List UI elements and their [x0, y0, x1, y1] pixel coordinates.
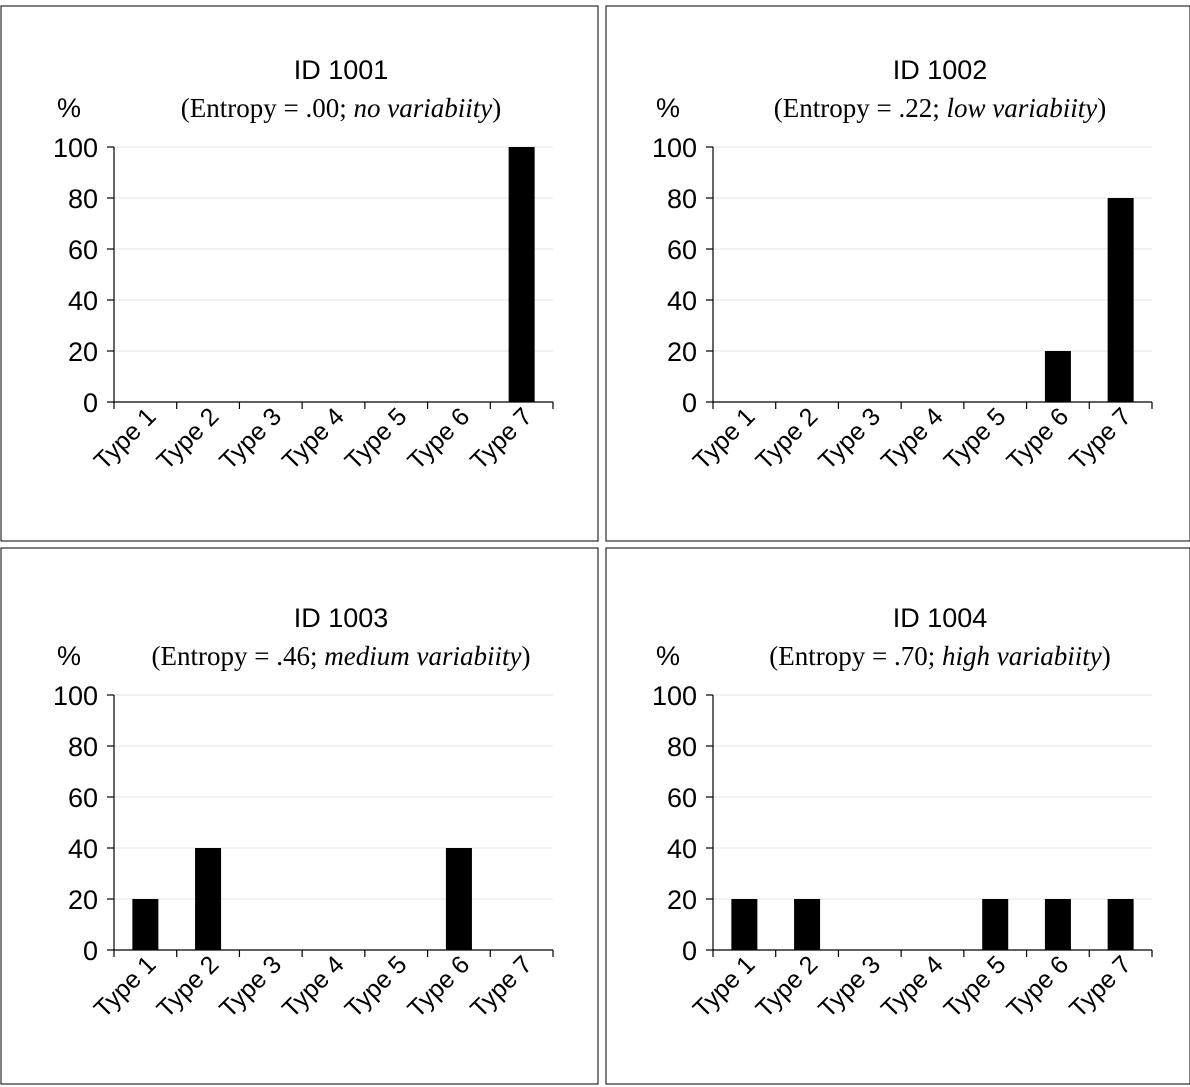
panel-border: [605, 5, 1190, 542]
y-tick-label: 100: [652, 681, 697, 711]
x-tick-label: Type 1: [688, 950, 761, 1023]
y-tick-label: 80: [68, 732, 98, 762]
x-tick-label: Type 5: [939, 950, 1012, 1023]
chart-panel-4: ID 1004 (Entropy = .70; high variabiity)%…: [605, 547, 1190, 1085]
y-tick-label: 40: [68, 834, 98, 864]
x-tick-label: Type 5: [939, 402, 1012, 475]
x-tick-label: Type 6: [1001, 950, 1074, 1023]
panel-border: [605, 547, 1190, 1085]
y-tick-label: 0: [83, 936, 98, 966]
y-axis-label: %: [57, 641, 81, 671]
x-tick-label: Type 5: [340, 950, 413, 1023]
x-tick-label: Type 6: [1001, 402, 1074, 475]
y-tick-label: 0: [682, 936, 697, 966]
panel-border: [0, 5, 599, 542]
bar-type-1: [132, 899, 159, 950]
x-tick-label: Type 3: [214, 402, 287, 475]
y-axis-label: %: [656, 641, 680, 671]
x-tick-label: Type 6: [402, 402, 475, 475]
x-tick-label: Type 1: [89, 950, 162, 1023]
y-tick-label: 100: [652, 133, 697, 163]
y-tick-label: 100: [53, 681, 98, 711]
x-tick-label: Type 2: [750, 950, 823, 1023]
y-tick-label: 80: [667, 184, 697, 214]
bar-type-5: [982, 899, 1009, 950]
x-tick-label: Type 7: [1064, 950, 1137, 1023]
chart-title: ID 1003: [294, 603, 389, 633]
x-tick-label: Type 2: [750, 402, 823, 475]
x-tick-label: Type 7: [1064, 402, 1137, 475]
chart-title: ID 1004: [893, 603, 988, 633]
bar-type-7: [1107, 198, 1134, 402]
chart-title: ID 1001: [294, 55, 389, 85]
x-tick-label: Type 3: [813, 402, 886, 475]
y-tick-label: 40: [667, 834, 697, 864]
bar-type-7: [1107, 899, 1134, 950]
bar-type-6: [445, 848, 472, 950]
x-tick-label: Type 7: [465, 402, 538, 475]
x-tick-label: Type 4: [277, 950, 350, 1023]
y-tick-label: 20: [68, 337, 98, 367]
bar-type-1: [731, 899, 758, 950]
y-axis-label: %: [656, 93, 680, 123]
y-tick-label: 60: [68, 783, 98, 813]
bar-type-6: [1044, 899, 1071, 950]
y-tick-label: 80: [68, 184, 98, 214]
chart-panel-3: ID 1003 (Entropy = .46; medium variabiity…: [0, 547, 599, 1085]
chart-panel-1: ID 1001 (Entropy = .00; no variabiity)% 0 2…: [0, 5, 599, 542]
chart-subtitle: (Entropy = .00; no variabiity): [181, 93, 501, 123]
chart-subtitle: (Entropy = .70; high variabiity): [769, 641, 1110, 671]
y-tick-label: 0: [83, 388, 98, 418]
x-tick-label: Type 2: [151, 950, 224, 1023]
y-tick-label: 60: [667, 235, 697, 265]
chart-subtitle: (Entropy = .46; medium variabiity): [152, 641, 531, 671]
x-tick-label: Type 1: [688, 402, 761, 475]
x-tick-label: Type 4: [876, 950, 949, 1023]
y-tick-label: 60: [667, 783, 697, 813]
y-tick-label: 60: [68, 235, 98, 265]
y-tick-label: 40: [667, 286, 697, 316]
x-tick-label: Type 6: [402, 950, 475, 1023]
x-tick-label: Type 2: [151, 402, 224, 475]
x-tick-label: Type 4: [876, 402, 949, 475]
panel-border: [0, 547, 599, 1085]
bar-type-6: [1044, 351, 1071, 402]
x-tick-label: Type 3: [813, 950, 886, 1023]
x-tick-label: Type 5: [340, 402, 413, 475]
y-tick-label: 40: [68, 286, 98, 316]
chart-title: ID 1002: [893, 55, 988, 85]
x-tick-label: Type 1: [89, 402, 162, 475]
bar-type-7: [508, 147, 535, 402]
y-tick-label: 20: [667, 337, 697, 367]
y-tick-label: 80: [667, 732, 697, 762]
bar-type-2: [794, 899, 821, 950]
x-tick-label: Type 7: [465, 950, 538, 1023]
chart-panel-2: ID 1002 (Entropy = .22; low variabiity)% 0…: [605, 5, 1190, 542]
x-tick-label: Type 4: [277, 402, 350, 475]
x-tick-label: Type 3: [214, 950, 287, 1023]
bar-type-2: [195, 848, 222, 950]
y-tick-label: 100: [53, 133, 98, 163]
chart-subtitle: (Entropy = .22; low variabiity): [774, 93, 1106, 123]
y-tick-label: 20: [68, 885, 98, 915]
y-tick-label: 0: [682, 388, 697, 418]
y-axis-label: %: [57, 93, 81, 123]
y-tick-label: 20: [667, 885, 697, 915]
